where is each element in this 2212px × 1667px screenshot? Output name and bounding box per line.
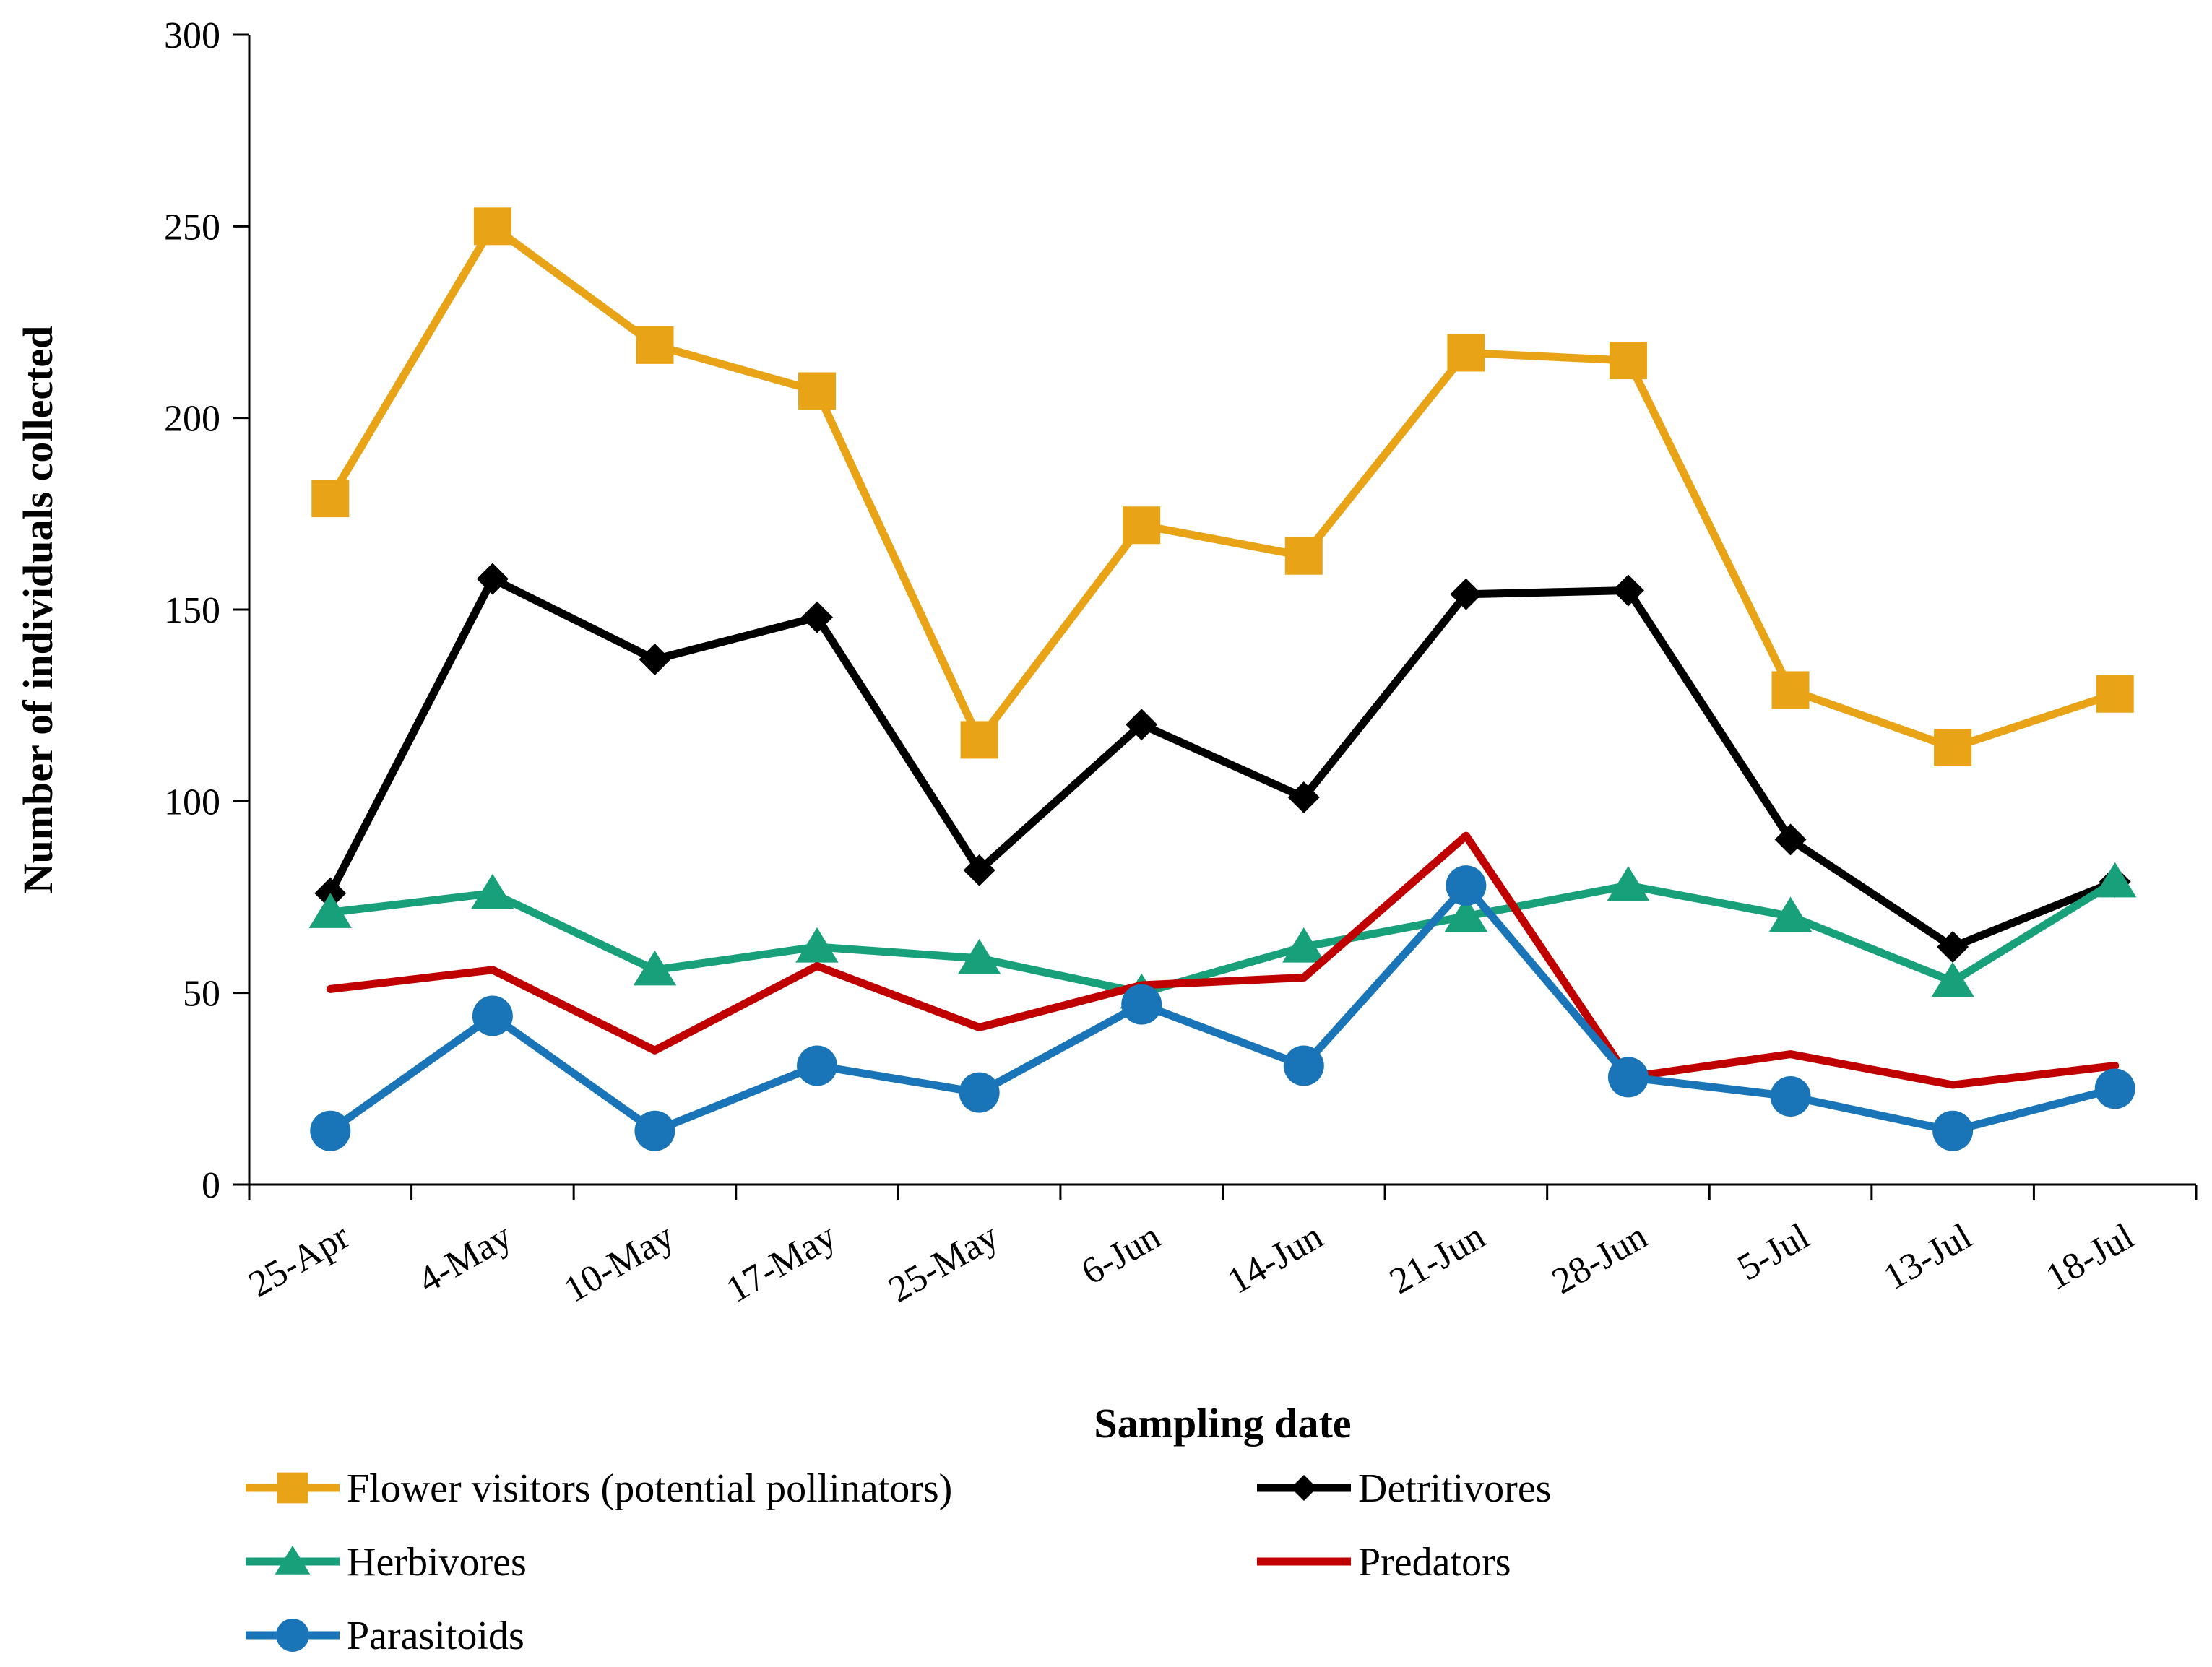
data-point <box>795 927 839 963</box>
data-point <box>1446 865 1487 906</box>
data-point <box>798 372 837 410</box>
data-point <box>797 1045 838 1086</box>
data-point <box>1932 1110 1974 1151</box>
axis-labels: Number of individuals collected Sampling… <box>14 326 1352 1447</box>
data-point <box>308 893 352 928</box>
data-point <box>634 1110 675 1151</box>
data-point <box>1450 578 1482 610</box>
data-point <box>471 873 514 909</box>
data-point <box>960 721 998 759</box>
x-axis-title: Sampling date <box>1094 1400 1351 1447</box>
data-point <box>2094 862 2137 898</box>
data-point <box>1934 729 1972 767</box>
data-point <box>1607 1057 1649 1098</box>
series-line <box>326 575 2120 951</box>
x-tick-label: 13-Jul <box>1877 1216 1979 1298</box>
series-herbivores <box>308 862 2137 1009</box>
series-line <box>326 222 2120 752</box>
x-tick-label: 4-May <box>411 1216 519 1302</box>
legend-label: Flower visitors (potential pollinators) <box>347 1466 952 1511</box>
series-line <box>326 831 2120 1089</box>
y-tick-label: 300 <box>164 15 220 56</box>
legend-item: Herbivores <box>246 1540 527 1585</box>
y-tick-label: 100 <box>164 781 220 823</box>
x-tick-label: 25-Apr <box>242 1216 357 1305</box>
data-point <box>1284 537 1323 575</box>
data-point <box>639 643 671 675</box>
legend-label: Herbivores <box>347 1540 527 1585</box>
x-tick-label: 21-Jun <box>1383 1216 1492 1302</box>
data-point <box>636 326 674 364</box>
x-tick-label: 10-May <box>557 1216 681 1311</box>
legend-marker <box>1290 1474 1318 1502</box>
data-point <box>1123 506 1161 545</box>
x-tick-label: 17-May <box>720 1216 843 1311</box>
data-point <box>1126 709 1158 741</box>
data-point <box>957 938 1001 974</box>
data-point <box>310 1110 351 1151</box>
series-flower <box>311 207 2134 767</box>
legend-marker <box>276 1619 309 1652</box>
legend: Flower visitors (potential pollinators) D… <box>246 1466 1551 1658</box>
data-point <box>1283 1045 1324 1086</box>
data-point <box>1768 896 1813 932</box>
series-line <box>326 878 2120 997</box>
legend-marker <box>277 1472 308 1504</box>
y-tick-label: 50 <box>183 974 220 1015</box>
x-tick-label: 6-Jun <box>1075 1216 1168 1293</box>
series-detritivores <box>314 563 2131 963</box>
x-tick-label: 5-Jul <box>1731 1216 1817 1289</box>
data-point <box>1607 866 1650 901</box>
data-point <box>1770 1075 1811 1117</box>
data-point <box>473 207 511 246</box>
series-layer <box>308 207 2137 1151</box>
data-point <box>1931 961 1974 997</box>
data-point <box>633 950 677 986</box>
data-point <box>476 563 509 595</box>
data-point <box>1774 823 1807 856</box>
legend-label: Parasitoids <box>347 1614 524 1658</box>
data-point <box>1612 574 1644 607</box>
data-point <box>472 995 513 1036</box>
legend-item: Predators <box>1257 1540 1511 1585</box>
series-line <box>326 881 2120 1135</box>
y-tick-label: 150 <box>164 590 220 631</box>
x-tick-label: 25-May <box>882 1216 1006 1311</box>
data-point <box>1937 930 1969 963</box>
legend-marker <box>275 1545 311 1575</box>
data-point <box>963 854 995 886</box>
y-tick-label: 250 <box>164 207 220 248</box>
data-point <box>1121 984 1162 1025</box>
legend-label: Detritivores <box>1358 1466 1551 1511</box>
y-tick-label: 200 <box>164 399 220 440</box>
x-tick-label: 14-Jun <box>1221 1216 1330 1302</box>
legend-item: Parasitoids <box>246 1614 524 1658</box>
data-point <box>959 1072 1000 1113</box>
data-point <box>2094 1068 2135 1109</box>
data-point <box>311 480 350 518</box>
x-tick-label: 18-Jul <box>2039 1216 2141 1298</box>
y-axis-title: Number of individuals collected <box>14 326 61 894</box>
legend-label: Predators <box>1358 1540 1511 1585</box>
series-predators <box>326 831 2120 1089</box>
data-point <box>1609 342 1647 380</box>
data-point <box>1447 334 1485 372</box>
legend-item: Detritivores <box>1257 1466 1551 1511</box>
data-point <box>1282 927 1326 963</box>
x-tick-label: 28-Jun <box>1545 1216 1654 1302</box>
data-point <box>1444 896 1488 932</box>
legend-item: Flower visitors (potential pollinators) <box>246 1466 952 1511</box>
data-point <box>1771 671 1810 709</box>
y-tick-label: 0 <box>202 1165 220 1206</box>
data-point <box>2096 675 2134 713</box>
data-point <box>801 601 834 633</box>
data-point <box>1287 781 1320 814</box>
series-parasitoids <box>310 865 2135 1151</box>
